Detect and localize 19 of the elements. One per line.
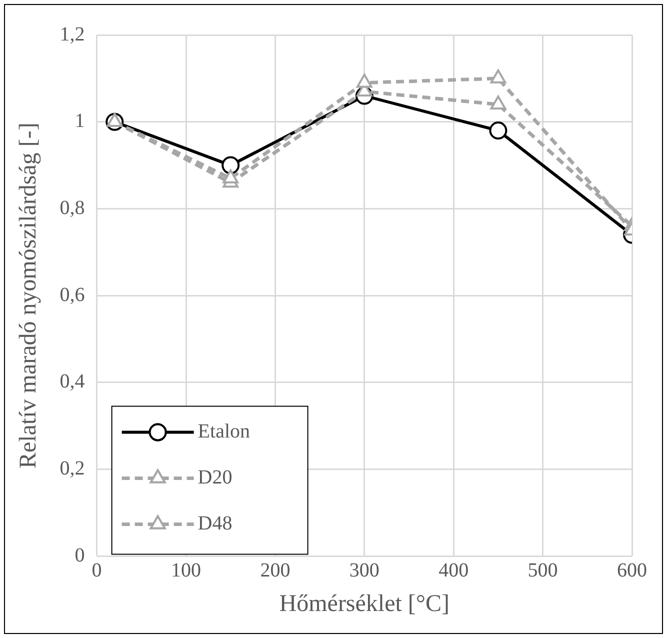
x-axis-title: Hőmérséklet [°C] <box>279 590 450 617</box>
legend-label: D48 <box>198 512 232 534</box>
x-tick-label: 400 <box>438 559 469 582</box>
x-tick-label: 100 <box>171 559 201 582</box>
x-tick-label: 0 <box>92 559 102 582</box>
y-tick-label: 0,4 <box>60 370 85 393</box>
x-tick-label: 500 <box>528 559 558 582</box>
x-tick-label: 600 <box>617 559 647 582</box>
y-tick-label: 1,2 <box>60 23 85 46</box>
y-tick-label: 0,8 <box>60 196 85 219</box>
legend-label: Etalon <box>198 420 250 442</box>
x-tick-label: 200 <box>260 559 290 582</box>
y-axis-title: Relatív maradó nyomószilárdság [-] <box>16 122 42 469</box>
x-tick-label: 300 <box>349 559 380 582</box>
y-tick-label: 0 <box>74 544 85 566</box>
legend-label: D20 <box>198 466 232 488</box>
y-tick-label: 0,6 <box>60 284 85 306</box>
y-tick-label: 1 <box>74 110 85 132</box>
y-tick-label: 0,2 <box>60 458 85 480</box>
